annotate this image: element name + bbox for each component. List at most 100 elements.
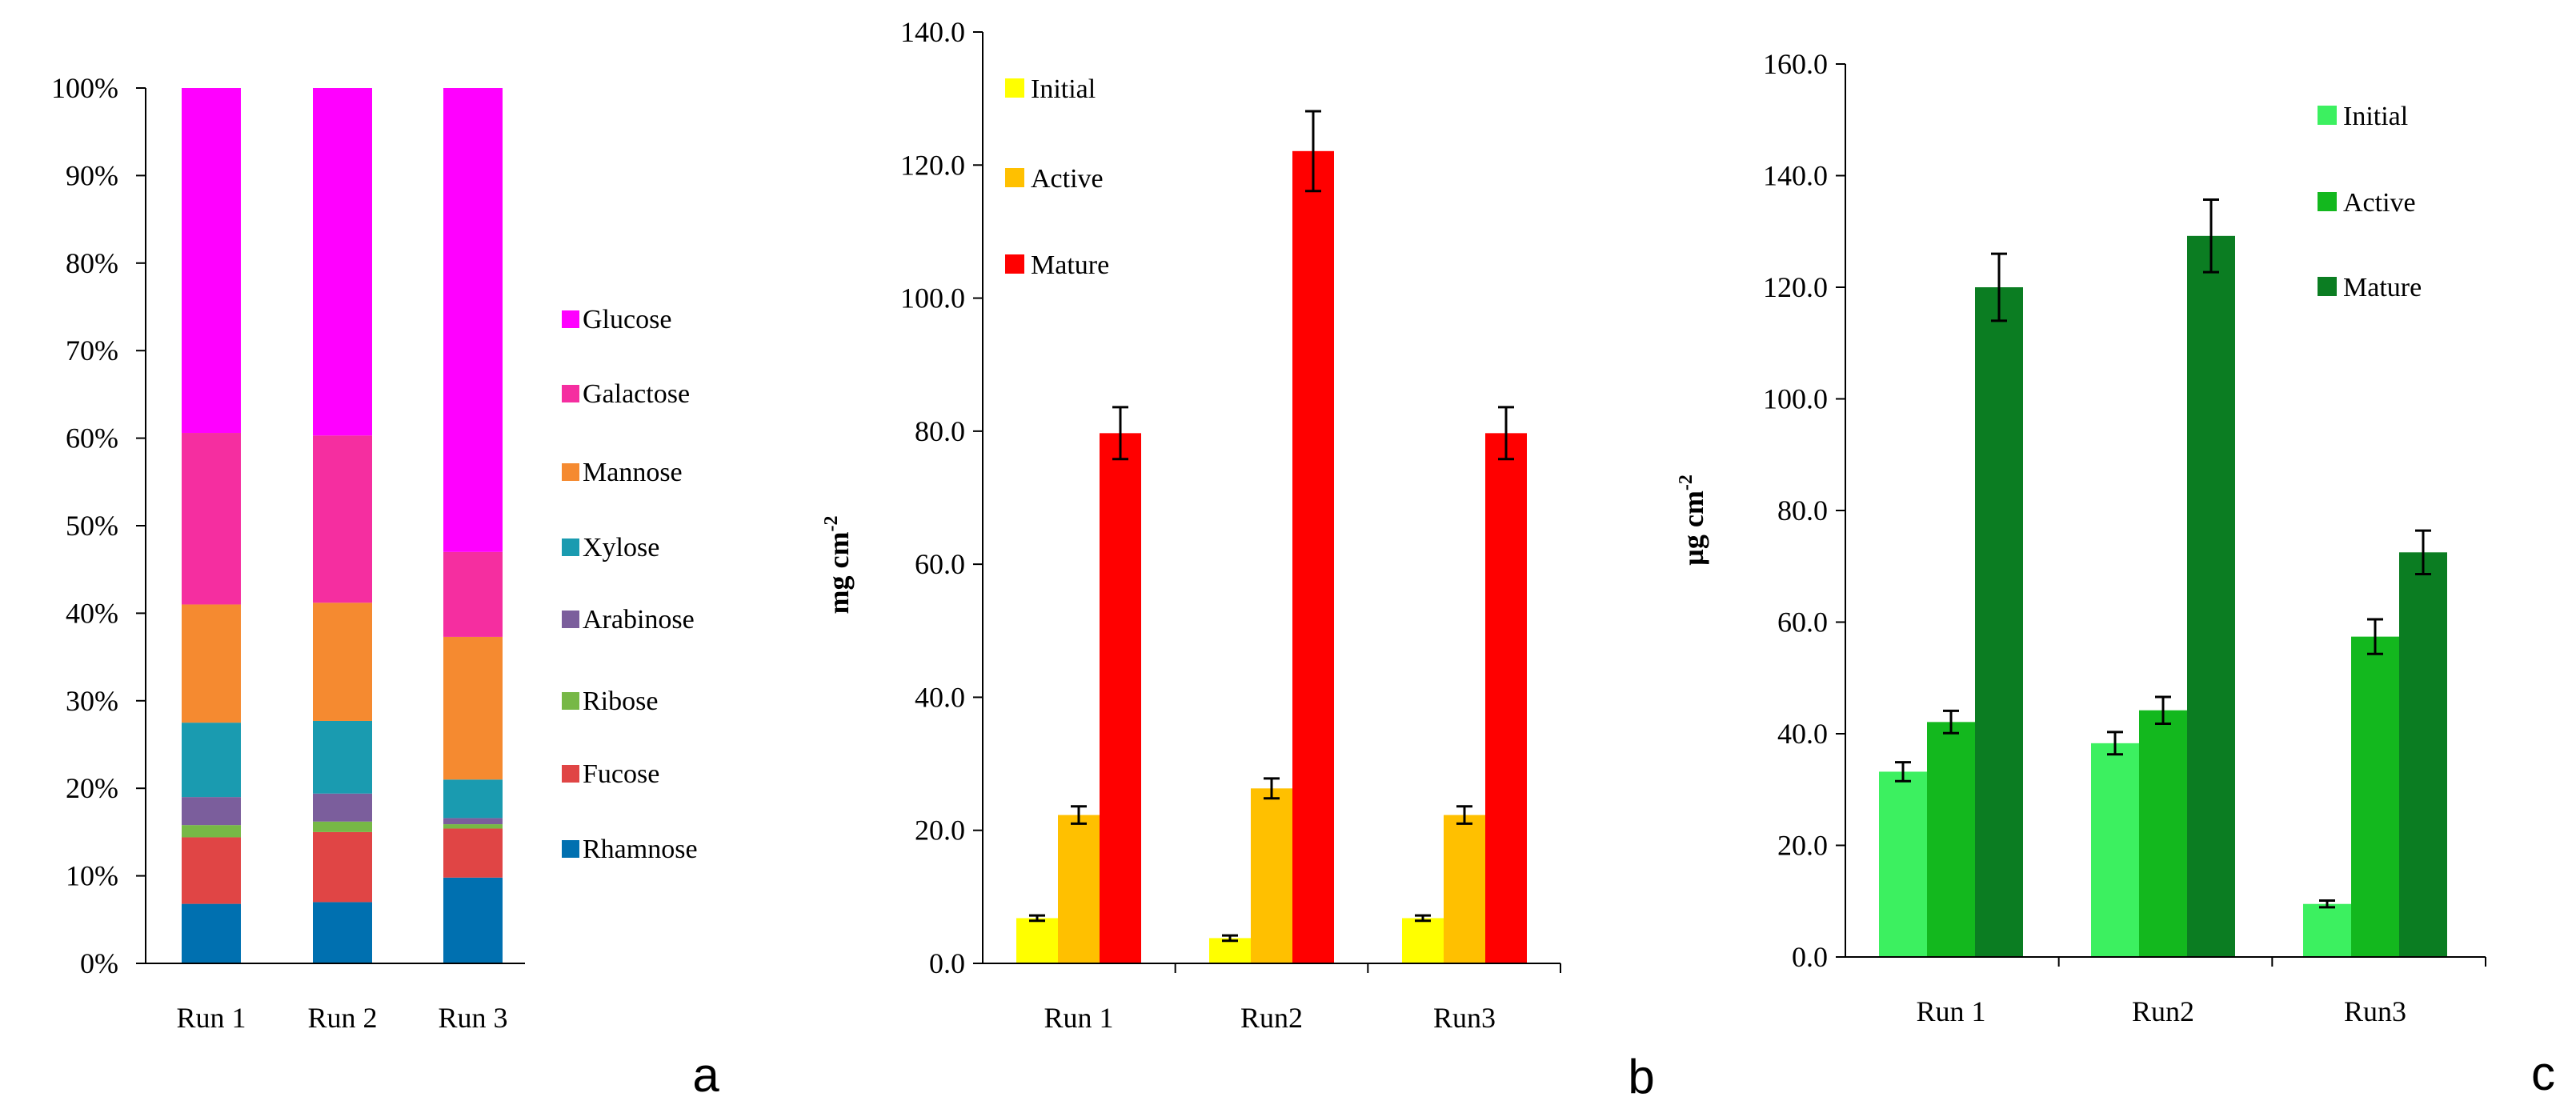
b-bar-active-run2 <box>1251 788 1292 963</box>
b-y-tick-label: 0.0 <box>929 947 965 979</box>
c-bar-initial-run3 <box>2303 903 2351 957</box>
c-bar-mature-run-1 <box>1975 287 2023 957</box>
legend-swatch-ribose <box>562 692 579 710</box>
bar-mannose-run-2 <box>313 603 372 721</box>
panel-c-y-axis-title: µg cm-2 <box>1676 474 1709 566</box>
panel-c-letter: c <box>2531 1047 2555 1100</box>
bar-glucose-run-1 <box>182 88 241 434</box>
b-bar-mature-run3 <box>1485 433 1527 963</box>
panel-a-axes: Run 1 Run 2 Run 3 0% 10% 20% 30% 40% 50% 60% 70% 80… <box>51 72 525 1034</box>
panel-a-y-tick-label: 50% <box>66 510 118 542</box>
legend-swatch-xylose <box>562 538 579 556</box>
panel-b-bar-chart: Run 1 Run2 Run3 0.0 20.0 40.0 60.0 80.0 100.0 120… <box>821 16 1655 1103</box>
panel-c-y-axis-title-superscript: -2 <box>1676 474 1697 490</box>
legend-swatch-glucose <box>562 310 579 328</box>
bar-xylose-run-2 <box>313 720 372 794</box>
c-category-label-run3: Run3 <box>2344 995 2406 1027</box>
panel-c-axes: Run 1 Run2 Run3 0.0 20.0 40.0 60.0 80.0 100.0 120… <box>1763 48 2486 1027</box>
b-y-tick-label: 100.0 <box>900 282 965 314</box>
legend-label-galactose: Galactose <box>583 379 690 409</box>
bar-arabinose-run-1 <box>182 797 241 826</box>
bar-rhamnose-run-2 <box>313 902 372 963</box>
panel-b-y-axis-title-base: mg cm <box>823 532 855 615</box>
c-bar-active-run2 <box>2139 710 2187 957</box>
b-bar-active-run3 <box>1444 815 1485 963</box>
b-y-tick-label: 40.0 <box>915 681 965 713</box>
bar-fucose-run-3 <box>443 828 503 878</box>
c-legend-label-active: Active <box>2343 188 2416 218</box>
legend-swatch-galactose <box>562 385 579 402</box>
b-y-tick-label: 120.0 <box>900 149 965 181</box>
c-y-tick-label: 80.0 <box>1777 494 1828 526</box>
bar-mannose-run-3 <box>443 636 503 780</box>
bar-ribose-run-3 <box>443 824 503 829</box>
c-bar-initial-run2 <box>2091 743 2139 957</box>
bar-ribose-run-1 <box>182 825 241 838</box>
b-bar-active-run-1 <box>1058 815 1100 963</box>
bar-rhamnose-run-3 <box>443 877 503 963</box>
panel-a-letter: a <box>692 1048 719 1102</box>
c-bar-mature-run2 <box>2187 235 2235 958</box>
bar-galactose-run-2 <box>313 435 372 603</box>
panel-a-y-tick-label: 100% <box>51 72 118 104</box>
bar-fucose-run-2 <box>313 831 372 903</box>
panel-a-y-tick-label: 40% <box>66 597 118 629</box>
bar-mannose-run-1 <box>182 604 241 723</box>
category-label-run-1: Run 1 <box>176 1002 246 1034</box>
c-bar-active-run-1 <box>1927 722 1975 957</box>
b-bar-initial-run2 <box>1209 938 1251 963</box>
c-y-tick-label: 140.0 <box>1763 160 1828 192</box>
category-label-run-3: Run 3 <box>438 1002 507 1034</box>
panel-a-y-tick-label: 80% <box>66 247 118 279</box>
panel-a-y-tick-label: 0% <box>80 947 118 979</box>
b-category-label-run-1: Run 1 <box>1044 1002 1113 1034</box>
c-legend-label-mature: Mature <box>2343 273 2422 302</box>
c-y-tick-label: 0.0 <box>1792 941 1828 973</box>
bar-rhamnose-run-1 <box>182 903 241 963</box>
panel-a-y-tick-label: 10% <box>66 860 118 892</box>
b-legend-label-active: Active <box>1031 164 1104 194</box>
bar-glucose-run-3 <box>443 88 503 552</box>
bar-galactose-run-3 <box>443 551 503 637</box>
bar-arabinose-run-2 <box>313 793 372 822</box>
legend-swatch-mannose <box>562 463 579 481</box>
c-y-tick-label: 120.0 <box>1763 271 1828 303</box>
c-legend-label-initial: Initial <box>2343 102 2408 131</box>
legend-swatch-arabinose <box>562 611 579 628</box>
legend-swatch-fucose <box>562 765 579 783</box>
c-legend-swatch-initial <box>2318 106 2337 125</box>
panel-a-marks <box>182 88 503 963</box>
panel-c-y-axis-title-base: µg cm <box>1677 490 1709 566</box>
b-y-tick-label: 60.0 <box>915 548 965 580</box>
panel-a-y-tick-label: 20% <box>66 772 118 804</box>
panel-a-y-tick-label: 60% <box>66 422 118 454</box>
b-legend-label-initial: Initial <box>1031 74 1096 104</box>
c-y-tick-label: 100.0 <box>1763 383 1828 415</box>
b-bar-initial-run-1 <box>1016 918 1058 963</box>
panel-a-stacked-bar-chart: Run 1 Run 2 Run 3 0% 10% 20% 30% 40% 50% 60% 70% 80… <box>51 72 719 1102</box>
panel-b-marks <box>1016 110 1527 964</box>
legend-label-glucose: Glucose <box>583 305 671 334</box>
panel-c-marks <box>1879 198 2447 958</box>
b-category-label-run3: Run3 <box>1433 1002 1496 1034</box>
panel-b-axes: Run 1 Run2 Run3 0.0 20.0 40.0 60.0 80.0 100.0 120… <box>900 16 1561 1034</box>
panel-b-y-axis-title-superscript: -2 <box>821 516 842 532</box>
panel-c-bar-chart: Run 1 Run2 Run3 0.0 20.0 40.0 60.0 80.0 100.0 120… <box>1676 48 2555 1100</box>
c-bar-active-run3 <box>2351 636 2399 957</box>
legend-label-mannose: Mannose <box>583 458 683 487</box>
c-bar-initial-run-1 <box>1879 771 1927 957</box>
legend-label-arabinose: Arabinose <box>583 605 695 635</box>
panel-a-y-tick-label: 30% <box>66 685 118 717</box>
c-y-tick-label: 20.0 <box>1777 830 1828 862</box>
b-legend-label-mature: Mature <box>1031 250 1109 280</box>
bar-glucose-run-2 <box>313 88 372 436</box>
b-bar-mature-run2 <box>1292 150 1334 964</box>
legend-label-ribose: Ribose <box>583 687 658 716</box>
panel-b-y-axis-title: mg cm-2 <box>821 516 855 615</box>
panel-a-legend: Glucose Galactose Mannose Xylose Arabinose Ri… <box>562 305 698 864</box>
legend-swatch-rhamnose <box>562 840 579 858</box>
c-category-label-run-1: Run 1 <box>1916 995 1985 1027</box>
bar-xylose-run-1 <box>182 723 241 798</box>
b-category-label-run2: Run2 <box>1240 1002 1303 1034</box>
